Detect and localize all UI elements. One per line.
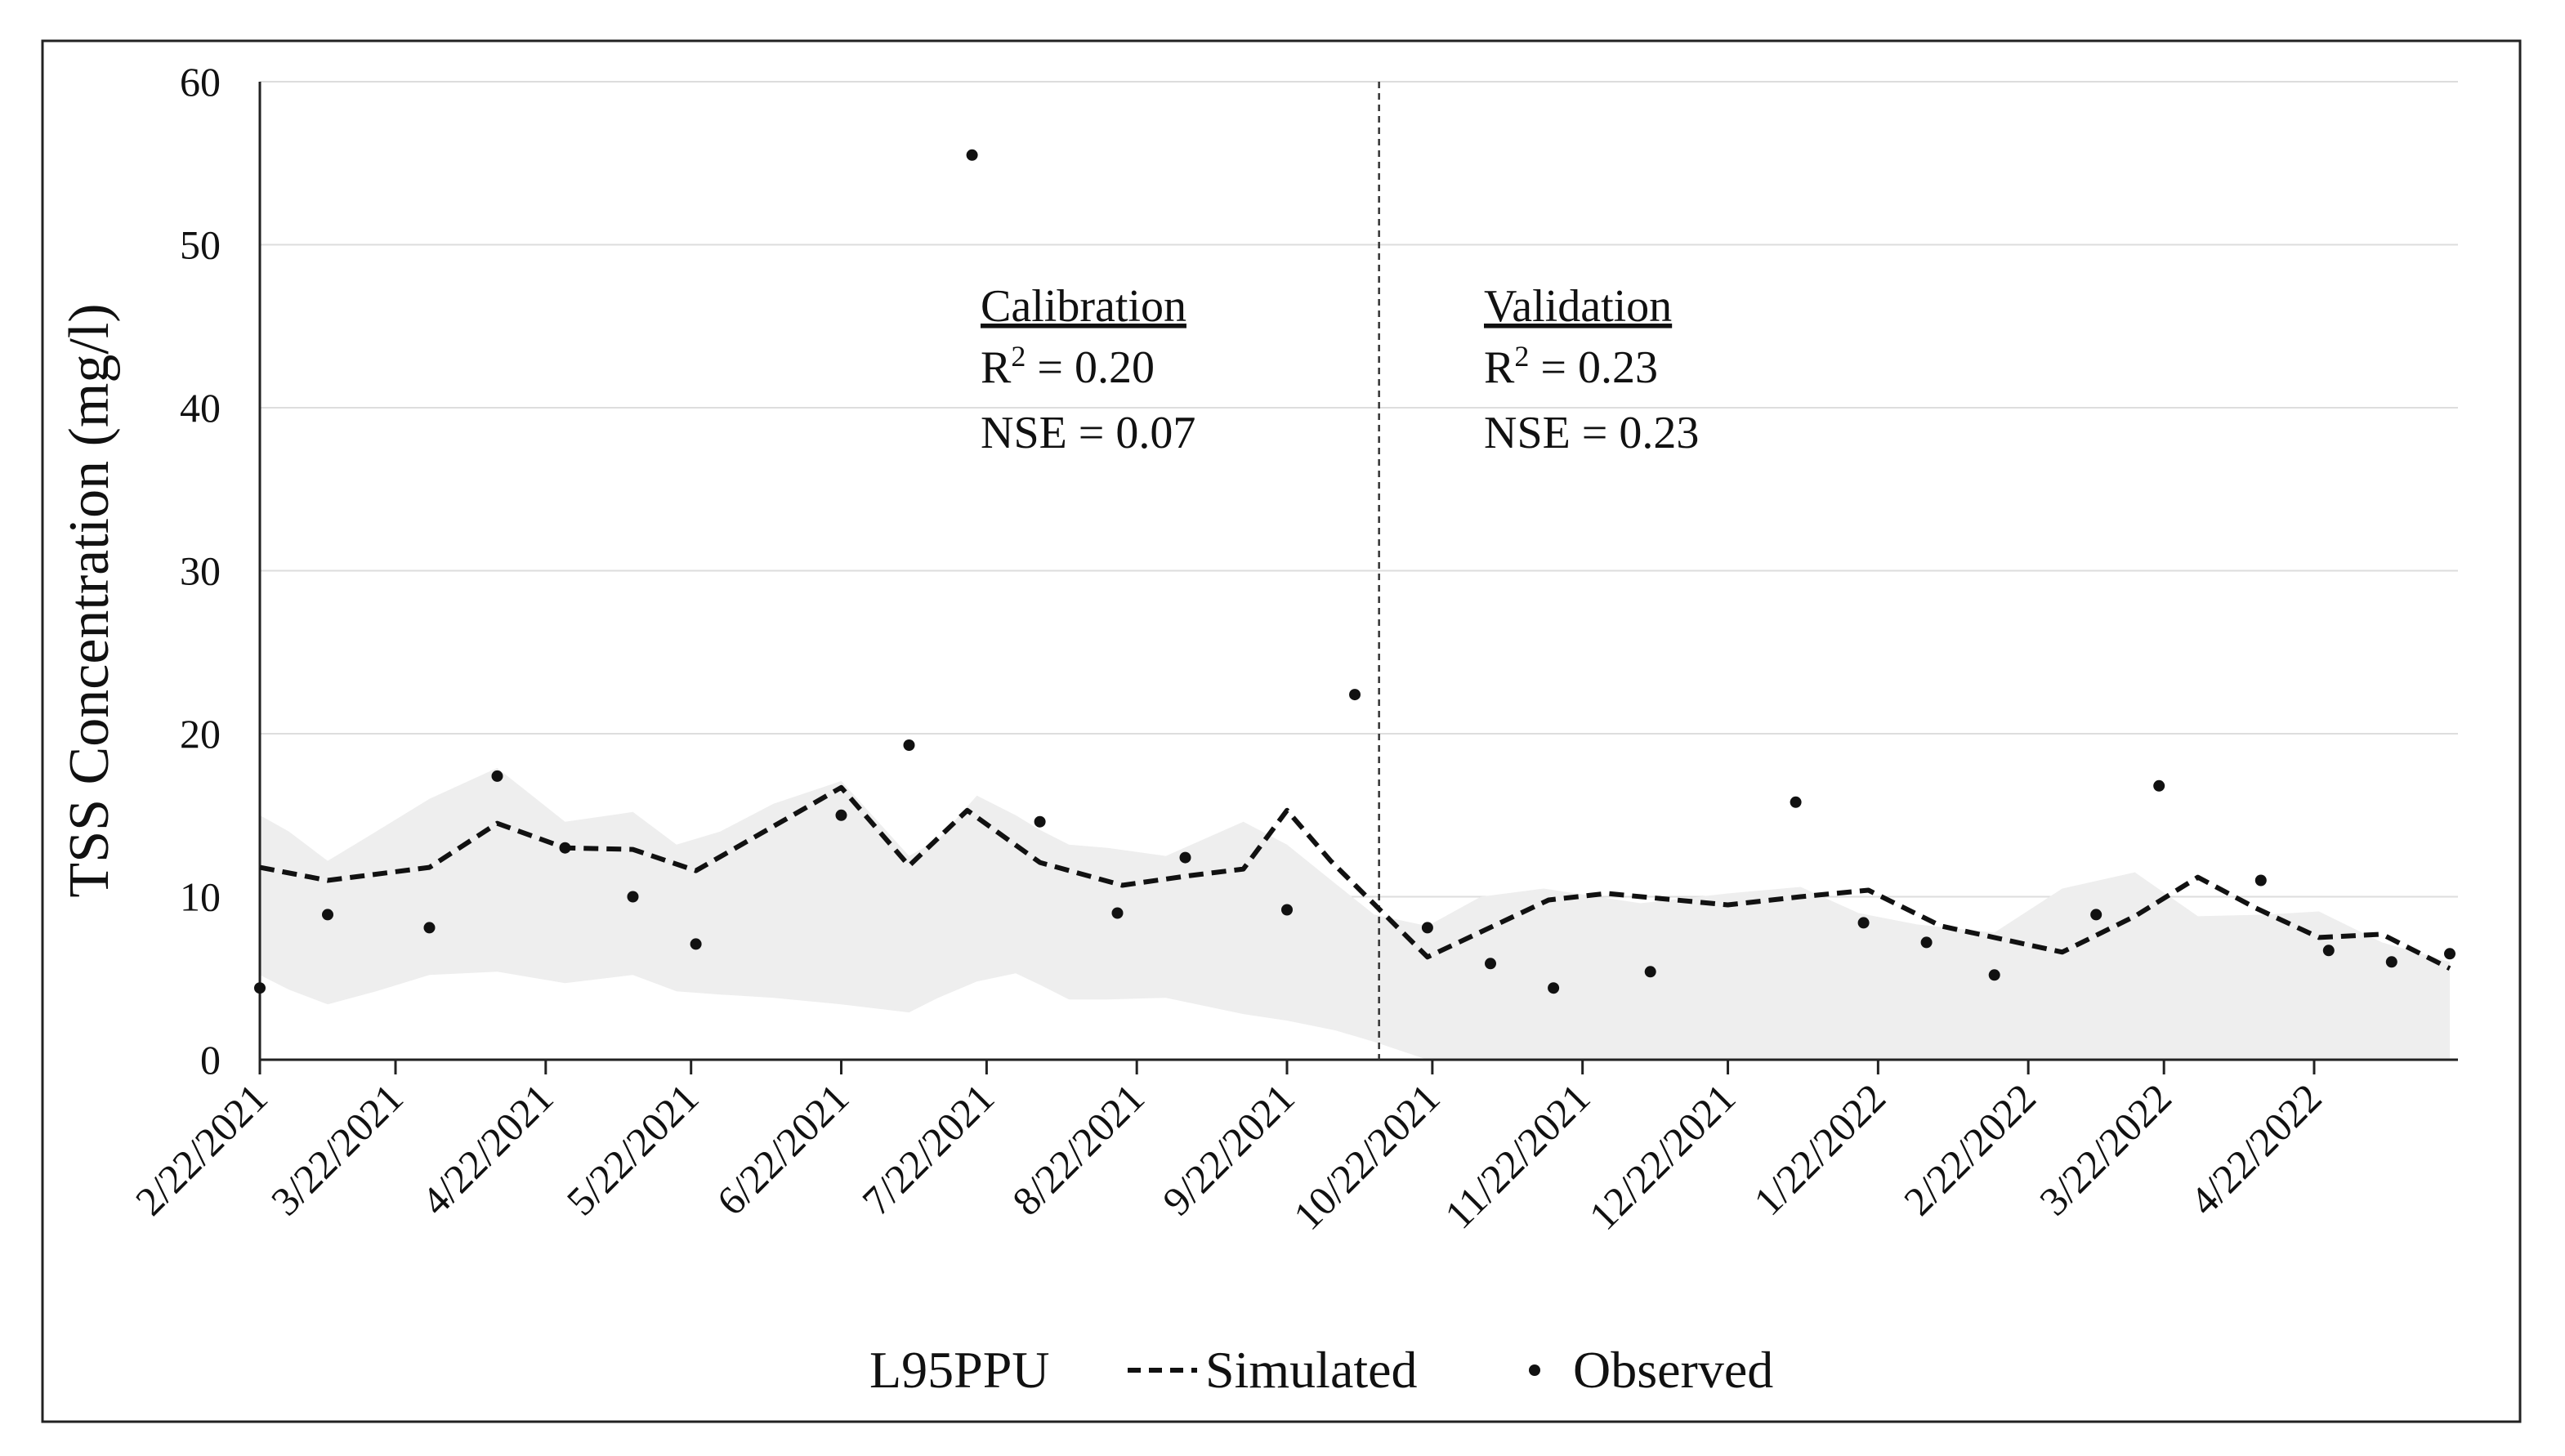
x-tick-label: 3/22/2022 [2031,1074,2180,1224]
observed-point [1485,958,1496,970]
calibration-nse: NSE = 0.07 [981,408,1195,458]
legend-label-simulated: Simulated [1205,1341,1418,1399]
calibration-title: Calibration [981,281,1186,332]
l95ppu-band-group [260,767,2450,1060]
observed-point [254,982,266,994]
observed-point [1920,936,1933,949]
y-tick-label: 0 [200,1037,221,1083]
x-tick-label: 1/22/2022 [1745,1074,1894,1224]
x-tick-label: 3/22/2021 [262,1074,412,1224]
legend: L95PPU Simulated Observed [869,1341,1773,1399]
x-tick-label: 12/22/2021 [1580,1074,1745,1239]
observed-point [2090,909,2102,921]
observed-group [254,149,2456,994]
observed-point [423,922,436,934]
observed-point [1034,815,1046,828]
observed-point [2444,948,2456,960]
x-tick-label: 2/22/2022 [1895,1074,2044,1224]
observed-point [903,739,915,751]
observed-point [2385,956,2397,968]
observed-point [322,909,333,921]
y-tick-label: 40 [180,385,221,431]
calibration-r2: R2 = 0.20 [981,340,1155,393]
observed-point [835,809,847,821]
observed-point [1281,904,1293,916]
legend-label-l95ppu: L95PPU [869,1341,1050,1399]
observed-point [1857,917,1870,929]
observed-point [1421,922,1433,934]
validation-nse: NSE = 0.23 [1484,408,1699,458]
y-tick-label: 30 [180,548,221,594]
y-axis-title: TSS Concentration (mg/l) [58,303,121,897]
simulated-line [259,784,2451,971]
observed-point [1111,907,1124,919]
x-tick-label: 6/22/2021 [708,1074,857,1224]
y-tick-label: 20 [180,711,221,757]
observed-point [690,938,702,950]
validation-annotation: Validation R2 = 0.23 NSE = 0.23 [1484,281,1699,458]
validation-r2: R2 = 0.23 [1484,340,1658,393]
x-tick-label: 7/22/2021 [853,1074,1003,1224]
observed-point [627,891,639,903]
observed-point [1179,851,1191,864]
y-tick-label: 10 [180,874,221,920]
y-tick-label: 50 [180,222,221,268]
x-tick-label: 11/22/2021 [1436,1074,1598,1237]
y-tick-label: 60 [180,59,221,105]
x-tick-label: 5/22/2021 [557,1074,707,1224]
x-tick-label: 8/22/2021 [1003,1074,1153,1224]
observed-point [1349,689,1361,701]
x-tick-label: 9/22/2021 [1154,1074,1303,1224]
observed-point [1548,982,1560,994]
gridlines [260,81,2458,898]
observed-point [2153,779,2165,792]
observed-point [966,149,978,161]
x-tick-label: 4/22/2021 [413,1074,562,1224]
x-tick-label: 2/22/2021 [127,1074,276,1224]
axes [258,82,2458,1061]
observed-point [2322,945,2335,957]
x-tick-label: 10/22/2021 [1285,1074,1449,1239]
observed-point [1644,966,1656,978]
observed-point [2254,874,2267,887]
y-ticks: 0 10 20 30 40 50 60 [180,59,221,1083]
legend-label-observed: Observed [1573,1341,1773,1399]
observed-point [1988,969,2000,981]
simulated-group [259,784,2451,971]
chart-border [41,39,2522,1423]
x-tick-label: 4/22/2022 [2181,1074,2330,1224]
observed-point [1790,796,1802,808]
observed-point [491,770,503,782]
observed-point [559,842,571,854]
legend-marker-observed [1529,1364,1540,1376]
validation-title: Validation [1484,281,1672,332]
l95ppu-band [260,767,2450,1060]
calibration-annotation: Calibration R2 = 0.20 NSE = 0.07 [981,281,1195,458]
